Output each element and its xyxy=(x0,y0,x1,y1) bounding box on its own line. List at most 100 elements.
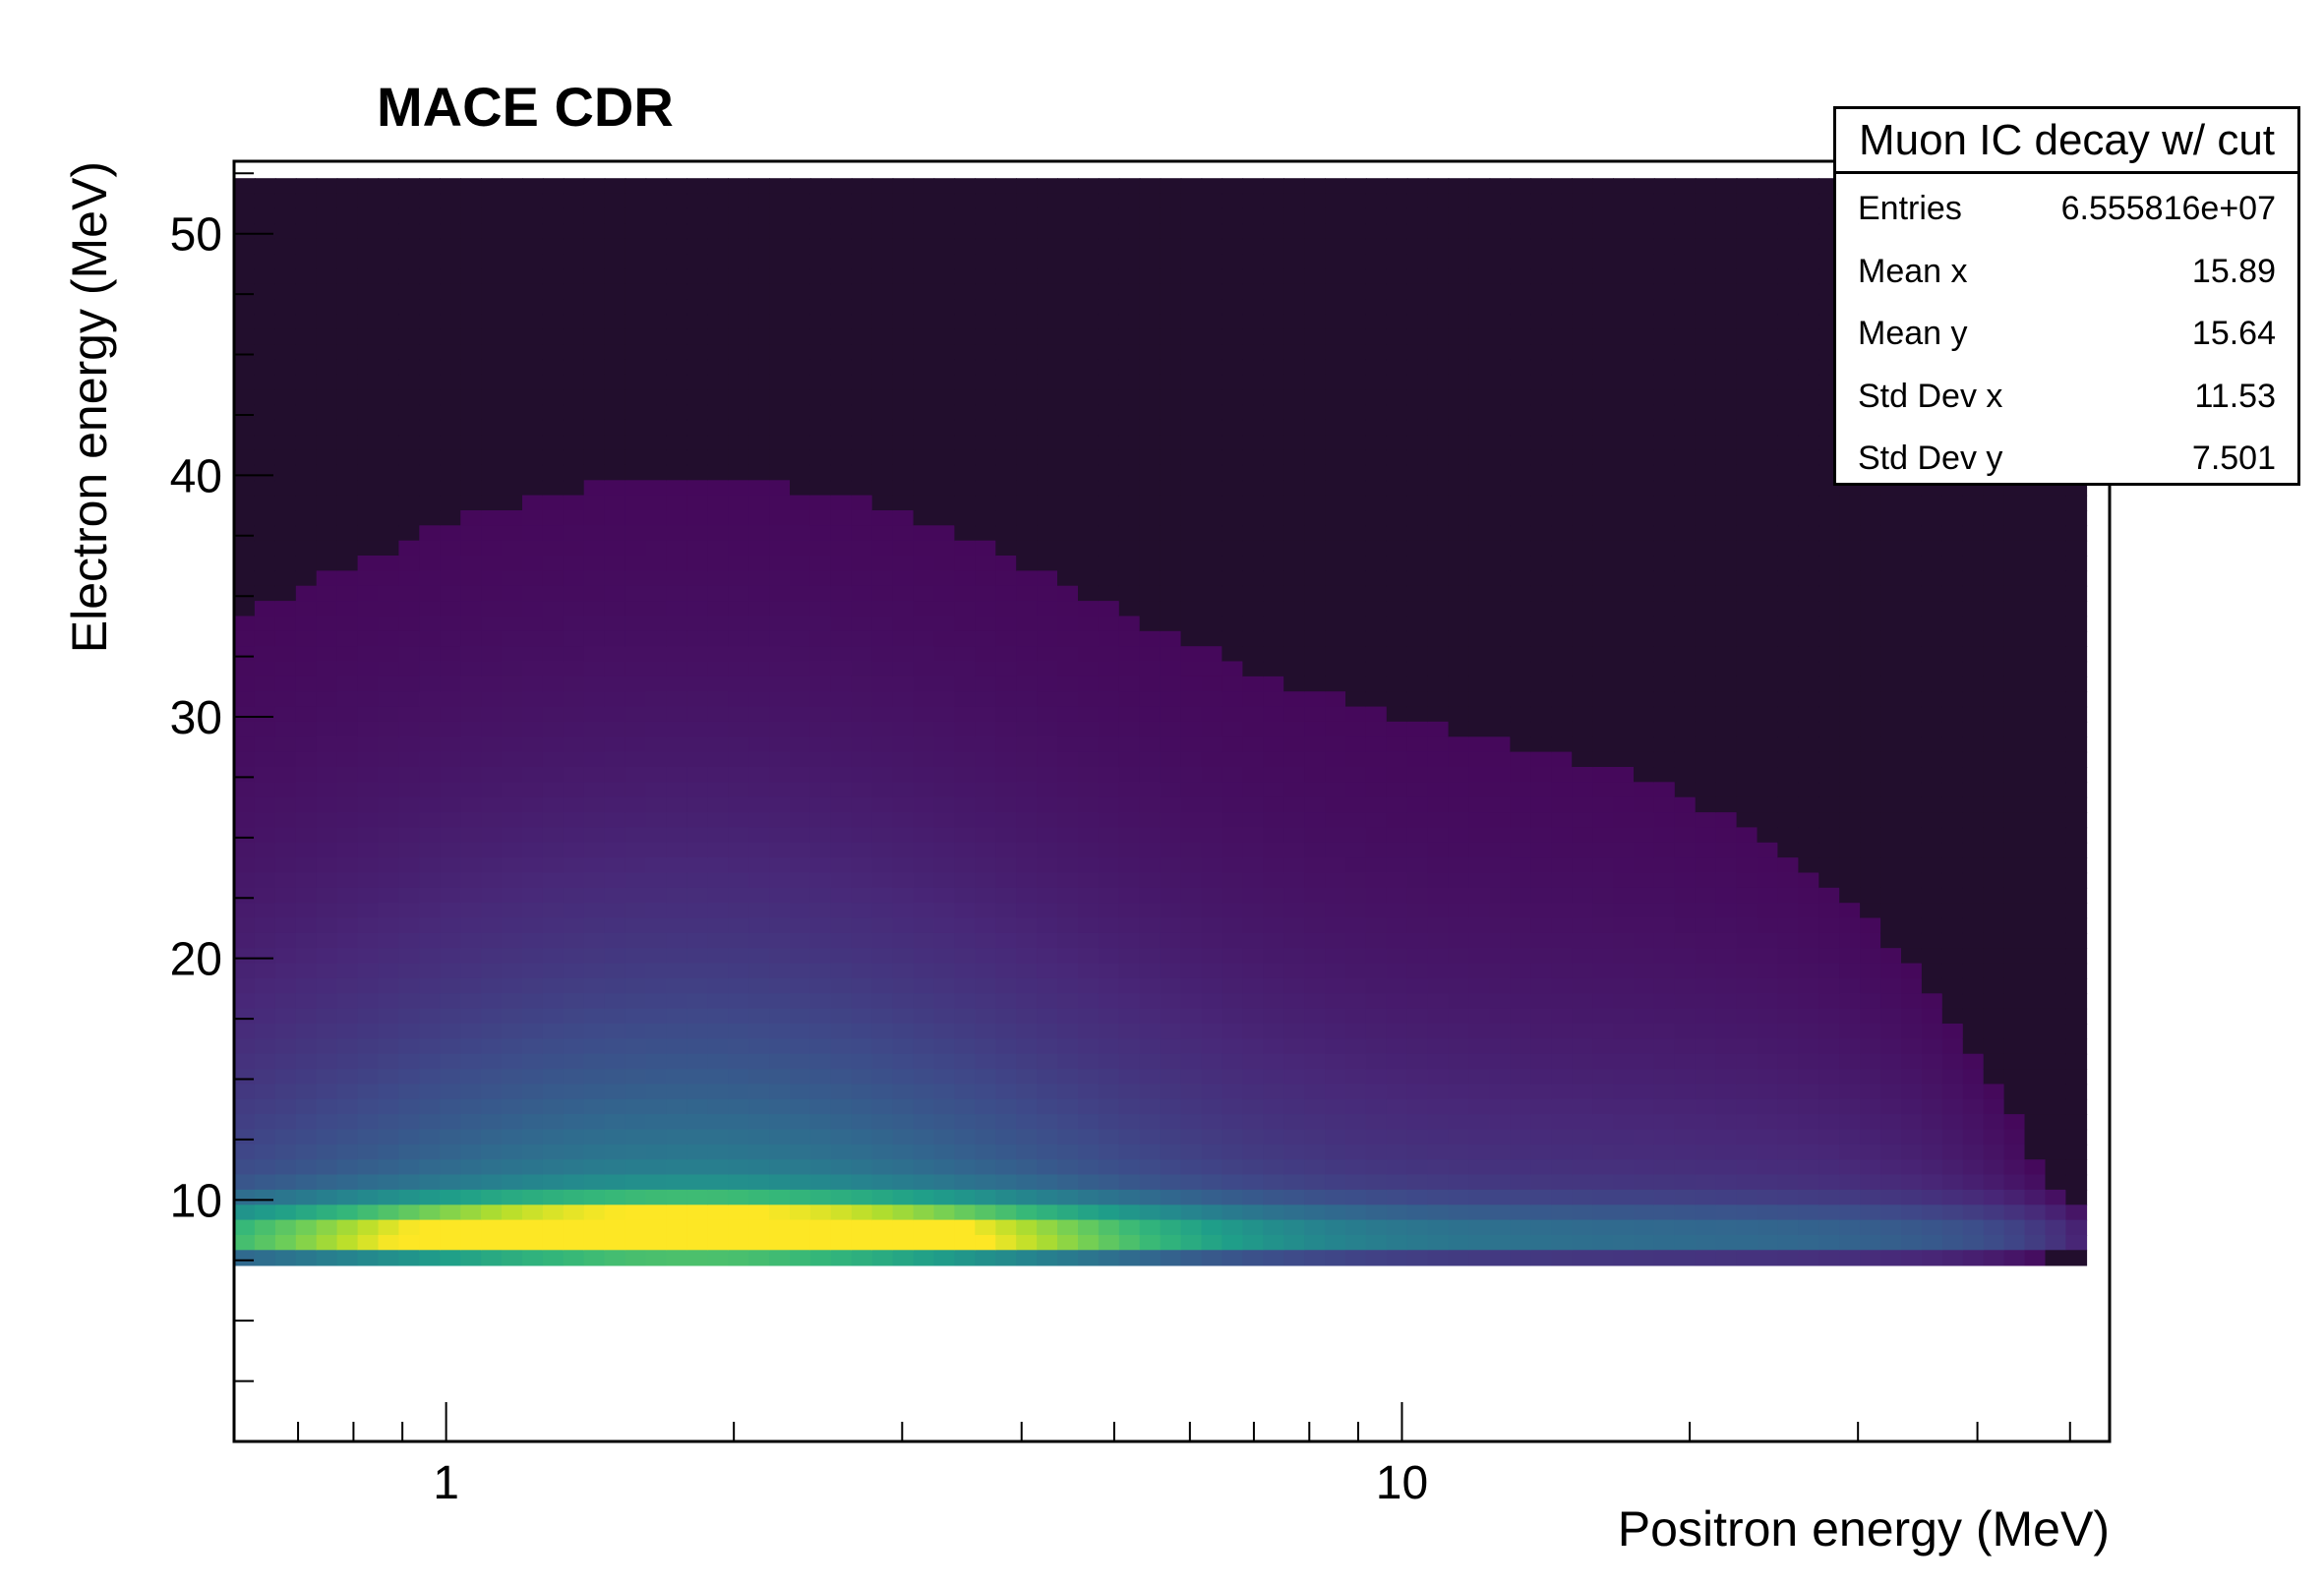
heatmap-cell xyxy=(1365,601,1388,617)
heatmap-cell xyxy=(809,661,832,677)
heatmap-cell xyxy=(1530,207,1552,225)
heatmap-cell xyxy=(502,374,523,390)
heatmap-cell xyxy=(666,616,688,632)
heatmap-cell xyxy=(871,540,894,557)
heatmap-cell xyxy=(274,1159,297,1176)
heatmap-cell xyxy=(728,616,749,632)
heatmap-cell xyxy=(1592,630,1614,647)
heatmap-cell xyxy=(1345,419,1367,437)
heatmap-cell xyxy=(502,525,523,542)
heatmap-cell xyxy=(1037,268,1058,285)
heatmap-cell xyxy=(440,299,461,316)
heatmap-cell xyxy=(1160,706,1182,723)
heatmap-cell xyxy=(522,1114,544,1131)
heatmap-cell xyxy=(748,254,770,270)
heatmap-cell xyxy=(440,570,461,587)
heatmap-cell xyxy=(933,721,956,738)
heatmap-cell xyxy=(769,480,791,497)
heatmap-cell xyxy=(769,1098,791,1115)
heatmap-cell xyxy=(1634,449,1655,466)
heatmap-cell xyxy=(830,842,853,858)
heatmap-cell xyxy=(419,178,441,195)
heatmap-cell xyxy=(1345,796,1367,813)
heatmap-cell xyxy=(481,1174,503,1191)
heatmap-cell xyxy=(1653,223,1676,240)
heatmap-cell xyxy=(234,1038,256,1055)
heatmap-cell xyxy=(707,328,729,345)
heatmap-cell xyxy=(830,1084,853,1100)
heatmap-cell xyxy=(809,449,832,466)
heatmap-cell xyxy=(686,601,709,617)
heatmap-cell xyxy=(316,842,338,858)
heatmap-cell xyxy=(502,1250,523,1266)
heatmap-cell xyxy=(1365,903,1388,919)
heatmap-cell xyxy=(728,283,749,300)
heatmap-cell xyxy=(357,676,380,693)
heatmap-cell xyxy=(1160,1159,1182,1176)
heatmap-cell xyxy=(1448,1008,1470,1025)
heatmap-cell xyxy=(1406,917,1429,934)
heatmap-cell xyxy=(1468,736,1491,753)
heatmap-cell xyxy=(295,328,318,345)
heatmap-cell xyxy=(995,359,1017,376)
heatmap-cell xyxy=(481,1250,503,1266)
heatmap-cell xyxy=(666,917,688,934)
heatmap-cell xyxy=(666,570,688,587)
heatmap-cell xyxy=(1180,374,1203,390)
heatmap-cell xyxy=(419,977,441,995)
heatmap-cell xyxy=(769,254,791,270)
heatmap-cell xyxy=(1551,751,1573,768)
heatmap-cell xyxy=(1592,661,1614,677)
heatmap-cell xyxy=(913,1129,935,1145)
heatmap-cell xyxy=(707,1144,729,1160)
heatmap-cell xyxy=(1304,706,1326,723)
heatmap-cell xyxy=(1345,1189,1367,1206)
heatmap-cell xyxy=(1139,977,1162,995)
heatmap-cell xyxy=(1222,359,1244,376)
heatmap-cell xyxy=(769,1189,791,1206)
heatmap-cell xyxy=(1325,1144,1346,1160)
heatmap-cell xyxy=(1325,1204,1346,1221)
heatmap-cell xyxy=(933,1053,956,1070)
heatmap-cell xyxy=(234,328,256,345)
heatmap-cell xyxy=(748,1189,770,1206)
heatmap-cell xyxy=(502,767,523,784)
heatmap-cell xyxy=(1406,751,1429,768)
heatmap-cell xyxy=(1242,1159,1265,1176)
heatmap-cell xyxy=(378,344,400,361)
heatmap-cell xyxy=(378,751,400,768)
heatmap-cell xyxy=(378,238,400,255)
heatmap-cell xyxy=(995,1144,1017,1160)
heatmap-cell xyxy=(1201,464,1223,482)
heatmap-cell xyxy=(1057,314,1079,330)
heatmap-cell xyxy=(398,1129,421,1145)
heatmap-cell xyxy=(1283,601,1305,617)
heatmap-cell xyxy=(625,1235,647,1252)
heatmap-cell xyxy=(481,706,503,723)
heatmap-cell xyxy=(1386,1250,1408,1266)
heatmap-cell xyxy=(666,404,688,421)
heatmap-cell xyxy=(563,178,585,195)
heatmap-cell xyxy=(1180,540,1203,557)
heatmap-cell xyxy=(625,842,647,858)
heatmap-cell xyxy=(1386,1219,1408,1236)
heatmap-cell xyxy=(583,917,606,934)
heatmap-cell xyxy=(336,495,359,511)
heatmap-cell xyxy=(1037,540,1058,557)
heatmap-cell xyxy=(748,1235,770,1252)
heatmap-cell xyxy=(357,767,380,784)
heatmap-cell xyxy=(1139,238,1162,255)
heatmap-cell xyxy=(1345,751,1367,768)
heatmap-cell xyxy=(666,1174,688,1191)
heatmap-cell xyxy=(975,706,996,723)
heatmap-cell xyxy=(604,193,626,209)
heatmap-cell xyxy=(502,963,523,979)
heatmap-cell xyxy=(686,691,709,708)
heatmap-cell xyxy=(604,344,626,361)
heatmap-cell xyxy=(748,435,770,451)
heatmap-cell xyxy=(1345,449,1367,466)
heatmap-cell xyxy=(1634,223,1655,240)
heatmap-cell xyxy=(460,268,482,285)
heatmap-cell xyxy=(954,1053,977,1070)
heatmap-cell xyxy=(1242,1235,1265,1252)
